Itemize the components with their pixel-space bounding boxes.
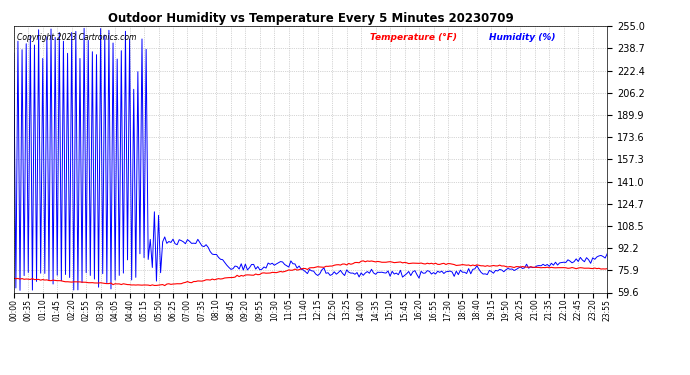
Text: Copyright 2023 Cartronics.com: Copyright 2023 Cartronics.com: [17, 33, 136, 42]
Text: Humidity (%): Humidity (%): [489, 33, 555, 42]
Text: Temperature (°F): Temperature (°F): [370, 33, 457, 42]
Title: Outdoor Humidity vs Temperature Every 5 Minutes 20230709: Outdoor Humidity vs Temperature Every 5 …: [108, 12, 513, 25]
